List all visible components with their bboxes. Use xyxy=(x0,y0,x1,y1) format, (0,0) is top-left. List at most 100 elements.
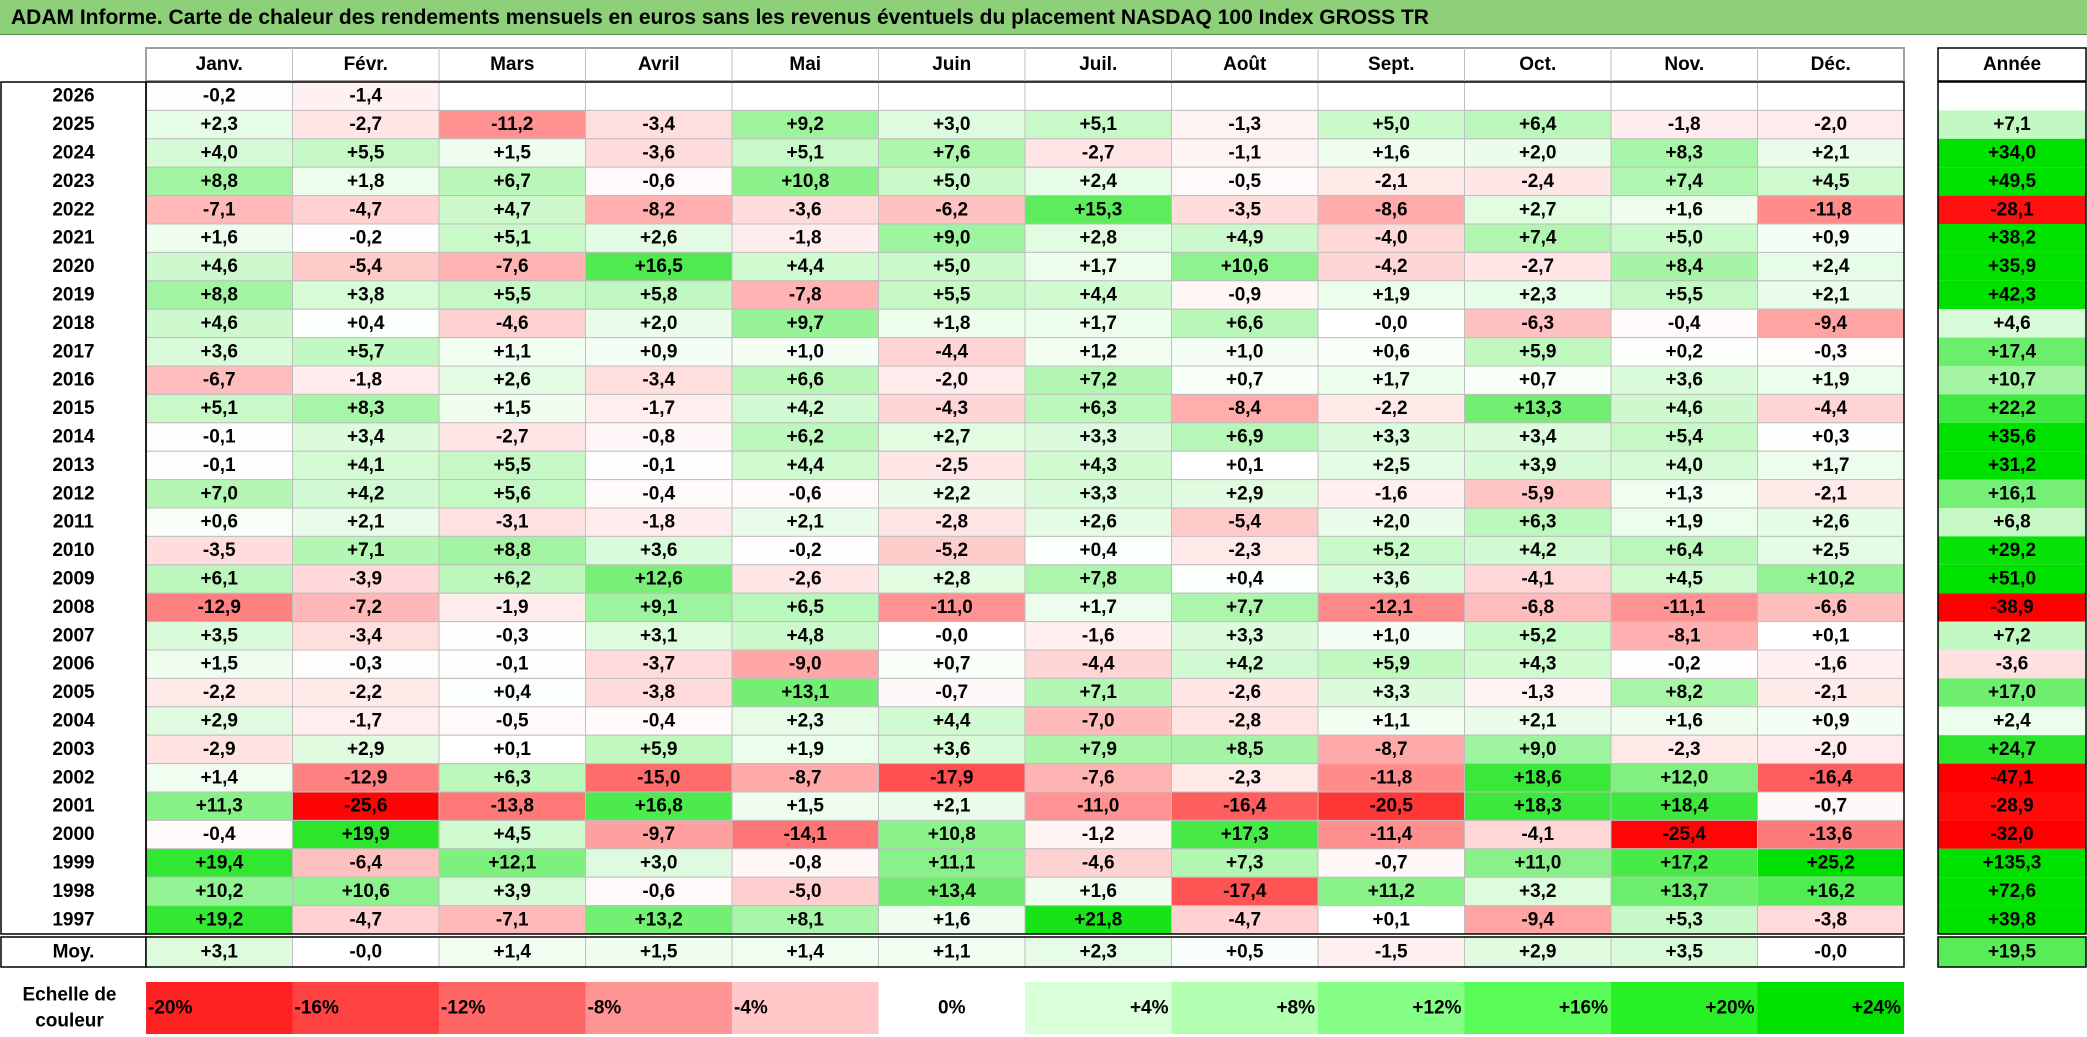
heat-cell-value: +4,0 xyxy=(200,143,238,164)
heat-cell-value: +7,3 xyxy=(1226,853,1264,874)
heat-cell xyxy=(1317,81,1465,111)
heat-cell-value: +16,5 xyxy=(635,256,684,277)
heat-cell xyxy=(878,621,1026,651)
heat-cell-value: +7,6 xyxy=(933,143,971,164)
heat-cell-value: +1,9 xyxy=(1665,512,1703,533)
heat-cell-value: +0,1 xyxy=(1372,909,1410,930)
heat-cell-value: +2,3 xyxy=(200,114,238,135)
heat-cell-value: +6,6 xyxy=(1226,313,1264,334)
heat-cell-value: +10,2 xyxy=(195,881,243,902)
heat-cell xyxy=(585,507,733,537)
heat-cell-value: -3,5 xyxy=(1228,199,1261,220)
heat-cell-value: -0,1 xyxy=(203,427,236,448)
heat-cell-value: -4,3 xyxy=(935,398,968,419)
heat-cell-value: +1,9 xyxy=(786,739,824,760)
heat-cell-value: +8,3 xyxy=(1665,143,1703,164)
heat-cell xyxy=(1464,905,1612,935)
heat-cell xyxy=(1317,393,1465,424)
heat-cell-value: +5,0 xyxy=(1372,114,1410,135)
heat-cell-value: +1,3 xyxy=(1665,483,1703,504)
heat-cell-value: +1,5 xyxy=(493,398,531,419)
heat-cell-value: -0,7 xyxy=(1375,853,1408,874)
color-scale-label: +8% xyxy=(1276,998,1315,1019)
heat-cell-value: +7,9 xyxy=(1079,739,1117,760)
heat-cell-value: +1,7 xyxy=(1812,455,1850,476)
heat-cell xyxy=(438,621,586,651)
heat-cell-value: +7,7 xyxy=(1226,597,1264,618)
heat-cell xyxy=(585,621,733,651)
heat-cell-value: -0,0 xyxy=(935,625,968,646)
annual-cell-value: +29,2 xyxy=(1988,540,2036,561)
heat-cell xyxy=(1024,621,1172,651)
heat-cell-value: +4,5 xyxy=(1812,171,1850,192)
heat-cell xyxy=(1464,592,1612,623)
heat-cell-value: -2,4 xyxy=(1521,171,1554,192)
heat-cell-value: +7,1 xyxy=(1079,682,1117,703)
heat-cell-value: -3,8 xyxy=(1814,909,1847,930)
heat-cell-value: +5,2 xyxy=(1519,625,1557,646)
heat-cell xyxy=(1024,734,1172,765)
heat-cell-value: +2,4 xyxy=(1079,171,1117,192)
annual-cell-value: +24,7 xyxy=(1988,739,2036,760)
heat-cell-value: +3,6 xyxy=(640,540,678,561)
heat-cell xyxy=(438,223,586,253)
heat-cell-value: +8,3 xyxy=(347,398,385,419)
color-scale-label: -12% xyxy=(441,998,485,1019)
heat-cell-value: -0,6 xyxy=(642,881,675,902)
heat-cell xyxy=(145,450,293,481)
heat-cell-value: -1,8 xyxy=(349,370,382,391)
heat-cell xyxy=(1757,195,1905,225)
heat-cell-value: +0,3 xyxy=(1812,427,1850,448)
heat-cell-value: -3,8 xyxy=(642,682,675,703)
heat-cell-value: +6,3 xyxy=(1519,512,1557,533)
heat-cell xyxy=(1610,848,1758,878)
heat-cell xyxy=(585,337,733,367)
heat-cell xyxy=(1171,734,1319,765)
color-scale-label: +4% xyxy=(1130,998,1169,1019)
heat-cell-value: -2,7 xyxy=(349,114,382,135)
heat-cell-value: -1,4 xyxy=(349,86,382,107)
heat-cell-value: +1,1 xyxy=(1372,711,1410,732)
heat-cell-value: +8,8 xyxy=(200,285,238,306)
heat-cell-value: +12,6 xyxy=(635,569,683,590)
heat-cell xyxy=(1464,223,1612,253)
heat-cell-value: -1,1 xyxy=(1228,143,1261,164)
average-cell-value: -0,0 xyxy=(349,942,382,963)
annual-cell xyxy=(1938,706,2086,736)
color-scale-swatch xyxy=(439,982,586,1034)
heat-cell xyxy=(145,393,293,424)
heat-cell-value: -1,2 xyxy=(1082,824,1115,845)
heat-cell-value: +5,0 xyxy=(933,171,971,192)
heat-cell-value: -4,6 xyxy=(496,313,529,334)
heat-cell-value: -8,7 xyxy=(789,767,822,788)
heat-cell-value: -5,4 xyxy=(349,256,382,277)
heat-cell-value: -1,8 xyxy=(642,512,675,533)
heat-cell-value: -9,7 xyxy=(642,824,675,845)
heat-cell-value: -0,0 xyxy=(1375,313,1408,334)
heat-cell-value: +3,4 xyxy=(347,427,385,448)
heat-cell xyxy=(292,734,440,765)
heat-cell-value: +4,4 xyxy=(786,256,824,277)
annual-cell xyxy=(1938,877,2086,906)
heat-cell-value: +2,2 xyxy=(933,483,971,504)
heat-cell-value: +2,6 xyxy=(493,370,531,391)
heat-cell xyxy=(145,223,293,253)
heat-cell-value: +12,0 xyxy=(1660,767,1708,788)
heat-cell-value: -0,7 xyxy=(935,682,968,703)
heat-cell-value: +3,8 xyxy=(347,285,385,306)
heat-cell xyxy=(878,564,1026,594)
heat-cell xyxy=(292,166,440,197)
heat-cell-value: +6,3 xyxy=(493,767,531,788)
heat-cell xyxy=(1171,848,1319,878)
month-header-label: Févr. xyxy=(344,54,388,75)
average-cell-value: +2,3 xyxy=(1079,942,1117,963)
average-cell-value: +2,9 xyxy=(1519,942,1557,963)
color-scale-label: -8% xyxy=(588,998,622,1019)
heat-cell xyxy=(1464,251,1612,282)
heat-cell xyxy=(1757,280,1905,310)
heat-cell xyxy=(1757,365,1905,395)
heat-cell-value: +3,3 xyxy=(1372,427,1410,448)
heat-cell xyxy=(585,791,733,821)
heat-cell-value: +2,6 xyxy=(1812,512,1850,533)
heat-cell xyxy=(731,905,879,935)
